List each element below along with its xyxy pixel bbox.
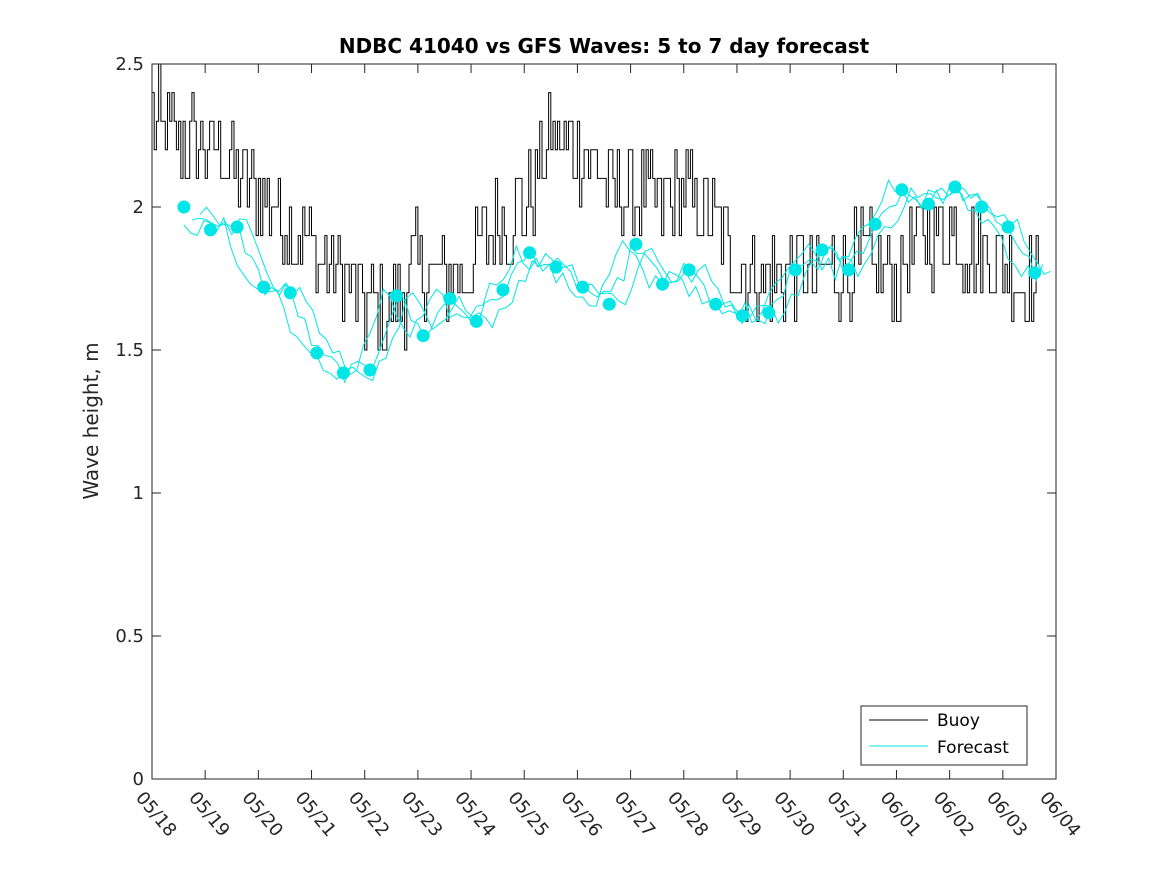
forecast-point <box>576 280 590 294</box>
forecast-point <box>230 220 244 234</box>
forecast-point <box>363 363 377 377</box>
chart-title: NDBC 41040 vs GFS Waves: 5 to 7 day fore… <box>339 34 870 58</box>
forecast-point <box>735 309 749 323</box>
y-tick-label: 2.5 <box>115 54 144 75</box>
forecast-point <box>283 286 297 300</box>
forecast-point <box>523 246 537 260</box>
forecast-point <box>975 200 989 214</box>
buoy-series <box>152 63 1039 351</box>
forecast-point <box>895 183 909 197</box>
forecast-point <box>629 237 643 251</box>
forecast-point <box>416 329 430 343</box>
forecast-point <box>336 366 350 380</box>
forecast-point <box>1001 220 1015 234</box>
forecast-point <box>390 289 404 303</box>
plot-frame <box>151 63 1057 780</box>
y-tick-label: 0 <box>133 769 144 790</box>
y-axis-label: Wave height, m <box>79 342 103 499</box>
forecast-point <box>1028 266 1042 280</box>
forecast-point <box>443 292 457 305</box>
forecast-point <box>762 306 776 320</box>
forecast-line <box>183 179 1036 381</box>
forecast-point <box>815 243 829 257</box>
y-tick-label: 0.5 <box>115 626 144 647</box>
y-tick-label: 1 <box>133 483 144 504</box>
forecast-point <box>496 283 510 297</box>
forecast-line <box>199 185 1051 382</box>
forecast-point <box>842 263 856 277</box>
forecast-point <box>788 263 802 277</box>
forecast-point <box>948 180 962 194</box>
forecast-point <box>469 314 483 328</box>
legend-label-forecast: Forecast <box>937 738 1009 758</box>
forecast-point <box>709 297 723 311</box>
forecast-markers <box>177 180 1042 380</box>
legend: Buoy Forecast <box>860 705 1028 766</box>
forecast-point <box>177 200 191 214</box>
forecast-point <box>656 277 669 291</box>
y-tick-label: 2 <box>133 197 144 218</box>
forecast-point <box>549 260 563 274</box>
forecast-point <box>310 346 324 360</box>
forecast-point <box>682 263 696 277</box>
legend-label-buoy: Buoy <box>937 711 980 731</box>
buoy-line <box>152 63 1039 351</box>
forecast-point <box>921 197 935 211</box>
y-tick-label: 1.5 <box>115 340 144 361</box>
forecast-point <box>868 217 882 231</box>
forecast-point <box>257 280 271 294</box>
forecast-point <box>602 297 616 311</box>
forecast-point <box>204 223 217 237</box>
legend-box <box>860 705 1028 766</box>
plot-area <box>152 63 1051 384</box>
